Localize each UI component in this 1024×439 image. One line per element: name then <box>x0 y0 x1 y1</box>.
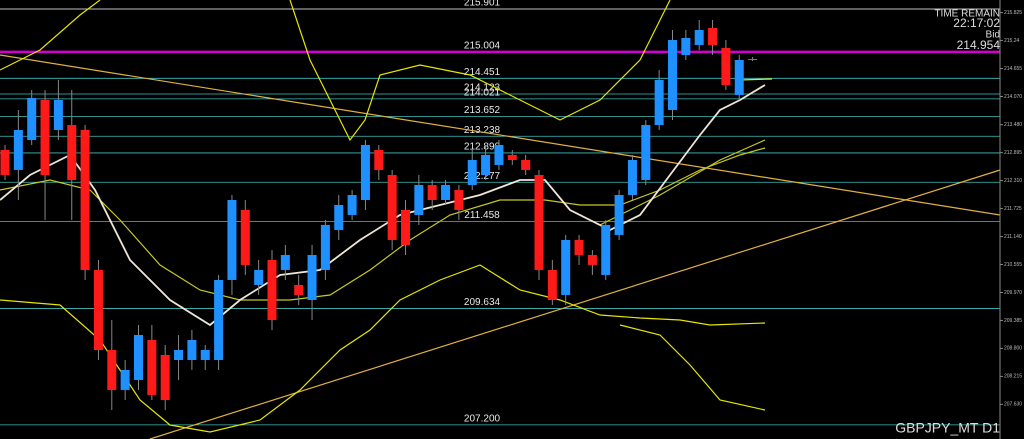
price-axis: 215.825 215.24 214.655 214.070 213.480 212.89… <box>999 0 1022 439</box>
candle-body <box>307 254 317 300</box>
y-tick-label: 210.555 <box>1004 262 1022 268</box>
candle-body <box>53 99 63 130</box>
candle-body <box>668 40 677 110</box>
level-label: 215.004 <box>464 41 501 52</box>
candle-body <box>80 129 90 270</box>
candle-body <box>681 37 691 56</box>
candle-body <box>427 184 437 200</box>
candle-body <box>641 124 651 180</box>
y-tick-label: 213.480 <box>1004 122 1022 128</box>
candle-body <box>694 29 704 45</box>
candle-body <box>614 194 624 235</box>
candle-body <box>147 339 157 395</box>
candle-body <box>280 254 290 270</box>
candle-body <box>547 269 557 300</box>
candle-body <box>401 209 410 245</box>
candle-body <box>67 124 77 180</box>
candles <box>0 19 758 410</box>
candle-body <box>601 224 611 275</box>
candle-body <box>254 269 264 285</box>
candle-body <box>441 184 451 200</box>
candle-body <box>13 129 23 170</box>
candle-body <box>200 349 210 360</box>
candle-body <box>748 58 758 60</box>
candle-body <box>654 79 664 125</box>
level-label: 213.652 <box>464 105 501 116</box>
y-tick-label: 212.310 <box>1004 178 1022 184</box>
level-label: 213.238 <box>464 125 501 136</box>
candle-body <box>454 189 464 210</box>
timer-label: TIME REMAIN <box>934 9 1000 20</box>
candle-body <box>187 339 197 360</box>
level-label: 212.277 <box>464 171 501 182</box>
y-tick-label: 215.24 <box>1004 38 1020 44</box>
level-label: 209.634 <box>464 297 501 308</box>
candle-body <box>521 159 531 170</box>
candle-body <box>534 174 544 270</box>
candle-body <box>120 369 130 390</box>
level-label: 207.200 <box>464 414 501 425</box>
candle-body <box>134 334 143 380</box>
level-label: 211.458 <box>464 210 500 221</box>
candle-body <box>374 149 384 170</box>
timer: 22:17:02 <box>953 16 1000 30</box>
y-tick-label: 208.800 <box>1004 346 1022 352</box>
level-label: 215.901 <box>464 0 501 9</box>
y-tick-label: 211.725 <box>1004 206 1022 212</box>
bid-label: Bid <box>986 30 1000 41</box>
candle-body <box>174 349 184 360</box>
candle-body <box>227 199 237 280</box>
y-tick-label: 207.630 <box>1004 402 1022 408</box>
candle-body <box>334 204 344 230</box>
candle-body <box>267 259 277 320</box>
y-tick-label: 211.140 <box>1004 234 1022 240</box>
level-label: 212.890 <box>464 142 501 153</box>
candle-body <box>734 59 744 95</box>
candle-body <box>93 269 103 350</box>
candle-body <box>294 284 304 295</box>
y-tick-label: 209.970 <box>1004 290 1022 296</box>
candle-body <box>214 279 224 360</box>
candle-body <box>481 154 491 175</box>
y-tick-label: 214.655 <box>1004 66 1022 72</box>
candle-body <box>320 224 330 270</box>
candle-body <box>587 254 597 265</box>
candle-body <box>347 194 357 215</box>
bid: 214.954 <box>957 38 1001 52</box>
candle-body <box>160 354 170 400</box>
candle-body <box>494 144 504 165</box>
candle-body <box>27 97 37 141</box>
candle-body <box>708 27 718 45</box>
y-tick-label: 208.215 <box>1004 374 1022 380</box>
candle-body <box>507 154 517 160</box>
y-tick-label: 212.895 <box>1004 150 1022 156</box>
candle-body <box>721 47 731 85</box>
candle-body <box>107 349 117 390</box>
candle-body <box>0 149 10 175</box>
level-label: 214.021 <box>464 87 501 98</box>
candle-body <box>561 239 571 295</box>
candle-body <box>414 184 424 215</box>
candle-body <box>240 209 250 265</box>
level-label: 214.451 <box>464 67 501 78</box>
candle-body <box>360 144 370 200</box>
y-tick-label: 209.385 <box>1004 318 1022 324</box>
candle-body <box>467 159 477 185</box>
level-label: 214.123 <box>464 83 501 94</box>
candle-body <box>40 99 50 175</box>
y-tick-label: 215.825 <box>1004 10 1022 16</box>
candle-body <box>574 239 584 255</box>
candle-body <box>627 159 637 195</box>
y-tick-label: 214.070 <box>1004 94 1022 100</box>
candle-body <box>387 174 397 240</box>
chart-title: GBPJPY_MT D1 <box>895 420 1000 436</box>
